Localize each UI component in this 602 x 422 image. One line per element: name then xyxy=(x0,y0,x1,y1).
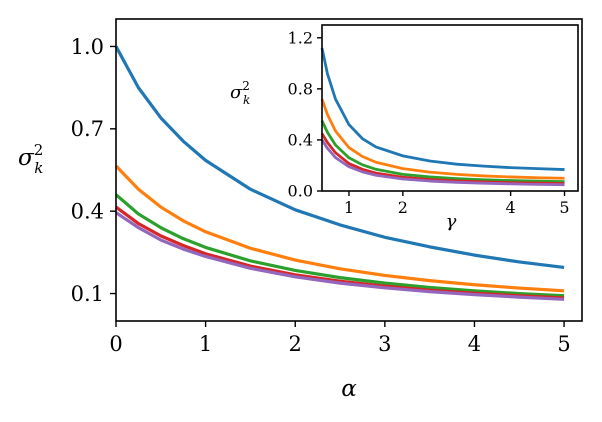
inset-ticks-group: 1 2 4 5 0.0 0.4 0.8 1.2 xyxy=(288,28,570,217)
main-x-axis-label: α xyxy=(341,376,357,402)
main-x-tick-label: 2 xyxy=(289,332,302,356)
inset-series-line-3 xyxy=(320,120,565,184)
main-plot-frame xyxy=(115,18,583,322)
main-y-tick-label: 1.0 xyxy=(71,35,104,59)
main-y-tick-label: 0.1 xyxy=(71,282,104,306)
main-y-axis-label-base: σ xyxy=(18,145,35,171)
main-y-tick-label: 0.7 xyxy=(71,117,104,141)
inset-series-line-5 xyxy=(320,139,565,187)
inset-y-axis-label-base: σ xyxy=(230,82,243,103)
inset-x-tick-label: 2 xyxy=(398,198,408,217)
inset-y-axis-label-sup: 2 xyxy=(242,79,250,93)
inset-plot: 1 2 4 50.00.40.81.2 γ σ2 k xyxy=(230,24,579,232)
inset-x-axis-label: γ xyxy=(446,211,457,232)
main-x-tick-label: 5 xyxy=(557,332,570,356)
main-series-line-1 xyxy=(114,45,565,270)
inset-y-tick-label: 1.2 xyxy=(288,28,313,47)
inset-series-group xyxy=(320,47,565,187)
main-x-tick-label: 0 xyxy=(109,332,122,356)
main-series-line-2 xyxy=(114,164,565,293)
main-series-group xyxy=(114,45,565,301)
main-series-line-5 xyxy=(115,211,565,301)
main-y-axis-label-sup: 2 xyxy=(34,141,44,159)
main-y-axis-label: σ2 k xyxy=(18,141,43,177)
inset-y-axis-label-sub: k xyxy=(243,93,250,107)
inset-y-axis-label: σ2 k xyxy=(230,79,250,107)
inset-y-tick-label: 0.0 xyxy=(288,182,313,201)
inset-x-tick-label: 1 xyxy=(344,198,354,217)
main-x-tick-label: 1 xyxy=(199,332,212,356)
inset-series-line-1 xyxy=(320,47,565,171)
main-y-tick-label: 0.4 xyxy=(71,200,104,224)
inset-x-tick-label: 5 xyxy=(559,198,569,217)
inset-y-tick-label: 0.4 xyxy=(288,131,313,150)
main-ticks-group: 0 1 2 3 4 5 0.1 0.4 0.7 1.0 xyxy=(71,35,571,356)
main-y-axis-label-sub: k xyxy=(34,159,43,177)
main-series-line-3 xyxy=(114,193,565,298)
inset-plot-frame xyxy=(321,24,579,192)
inset-y-tick-label: 0.8 xyxy=(288,79,313,98)
main-x-tick-label: 3 xyxy=(378,332,391,356)
inset-x-tick-label: 4 xyxy=(506,198,516,217)
inset-series-line-2 xyxy=(320,98,565,180)
inset-plot-background xyxy=(322,25,578,191)
main-x-tick-label: 4 xyxy=(468,332,481,356)
